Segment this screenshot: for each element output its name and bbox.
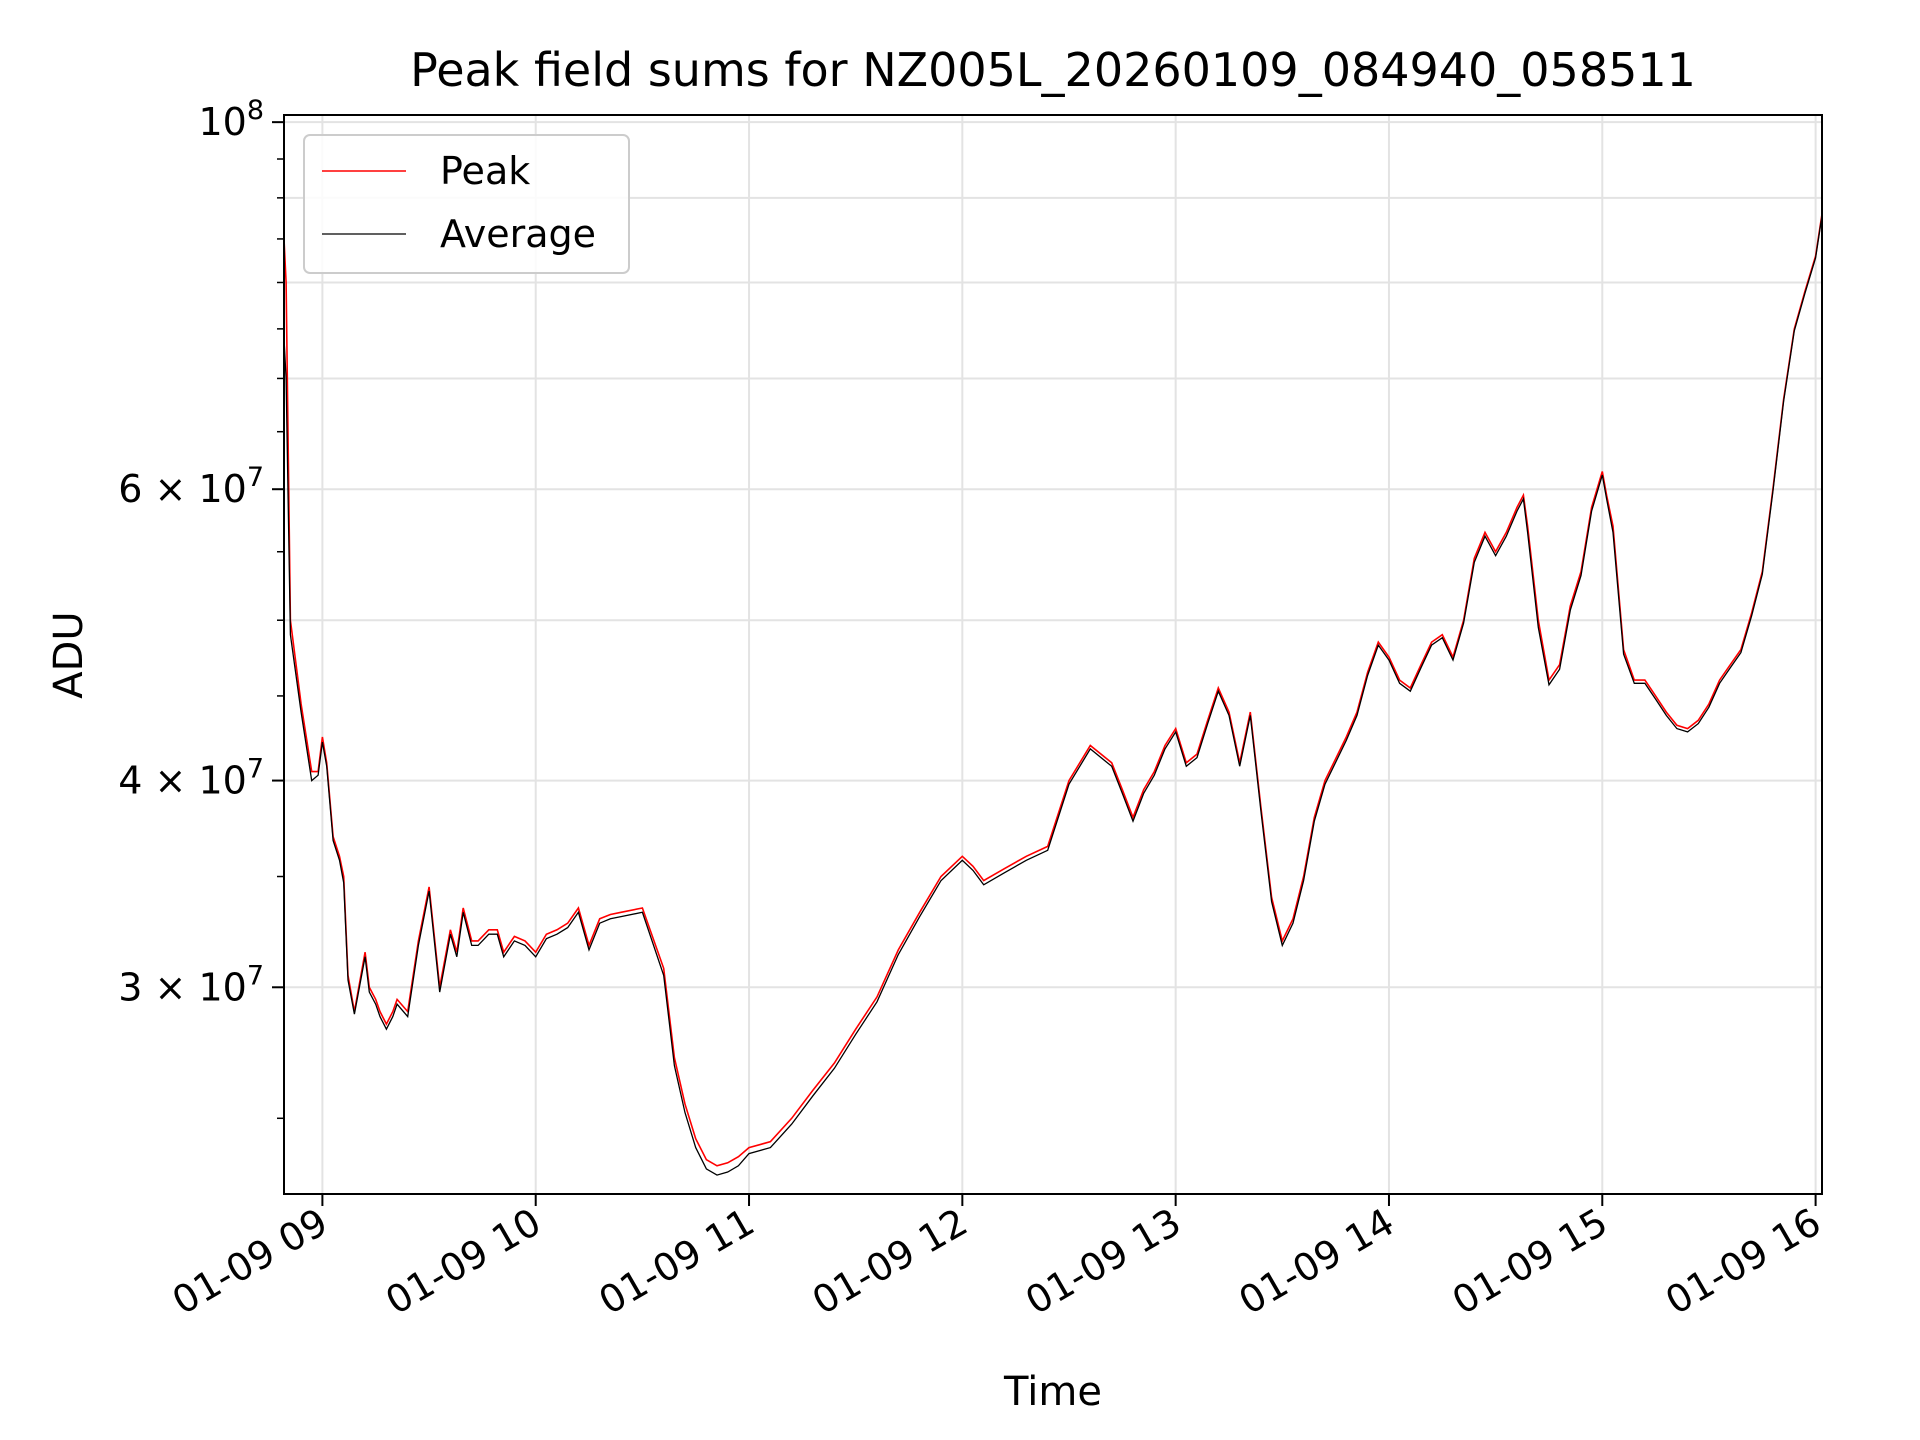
y-axis-ticks: 3 × 107 4 × 107 6 × 107 108 <box>118 95 284 1009</box>
legend-label-average: Average <box>440 212 596 256</box>
legend: Peak Average <box>303 134 630 274</box>
series-layer <box>283 213 1823 1176</box>
y-tick-label: 4 × 107 <box>118 754 264 803</box>
y-axis-label: ADU <box>46 611 92 698</box>
legend-label-peak: Peak <box>440 149 530 193</box>
plot-frame <box>283 114 1823 1195</box>
y-tick-label: 3 × 107 <box>118 960 264 1009</box>
x-gridlines <box>321 115 1817 1194</box>
y-tick-label: 108 <box>198 95 264 144</box>
y-tick-label: 6 × 107 <box>118 462 264 511</box>
y-axis-minor-ticks <box>277 158 284 1120</box>
series-line-average <box>283 215 1823 1176</box>
x-axis-label: Time <box>1003 1369 1102 1415</box>
legend-box <box>303 134 630 274</box>
chart-title: Peak field sums for NZ005L_20260109_0849… <box>410 43 1696 97</box>
